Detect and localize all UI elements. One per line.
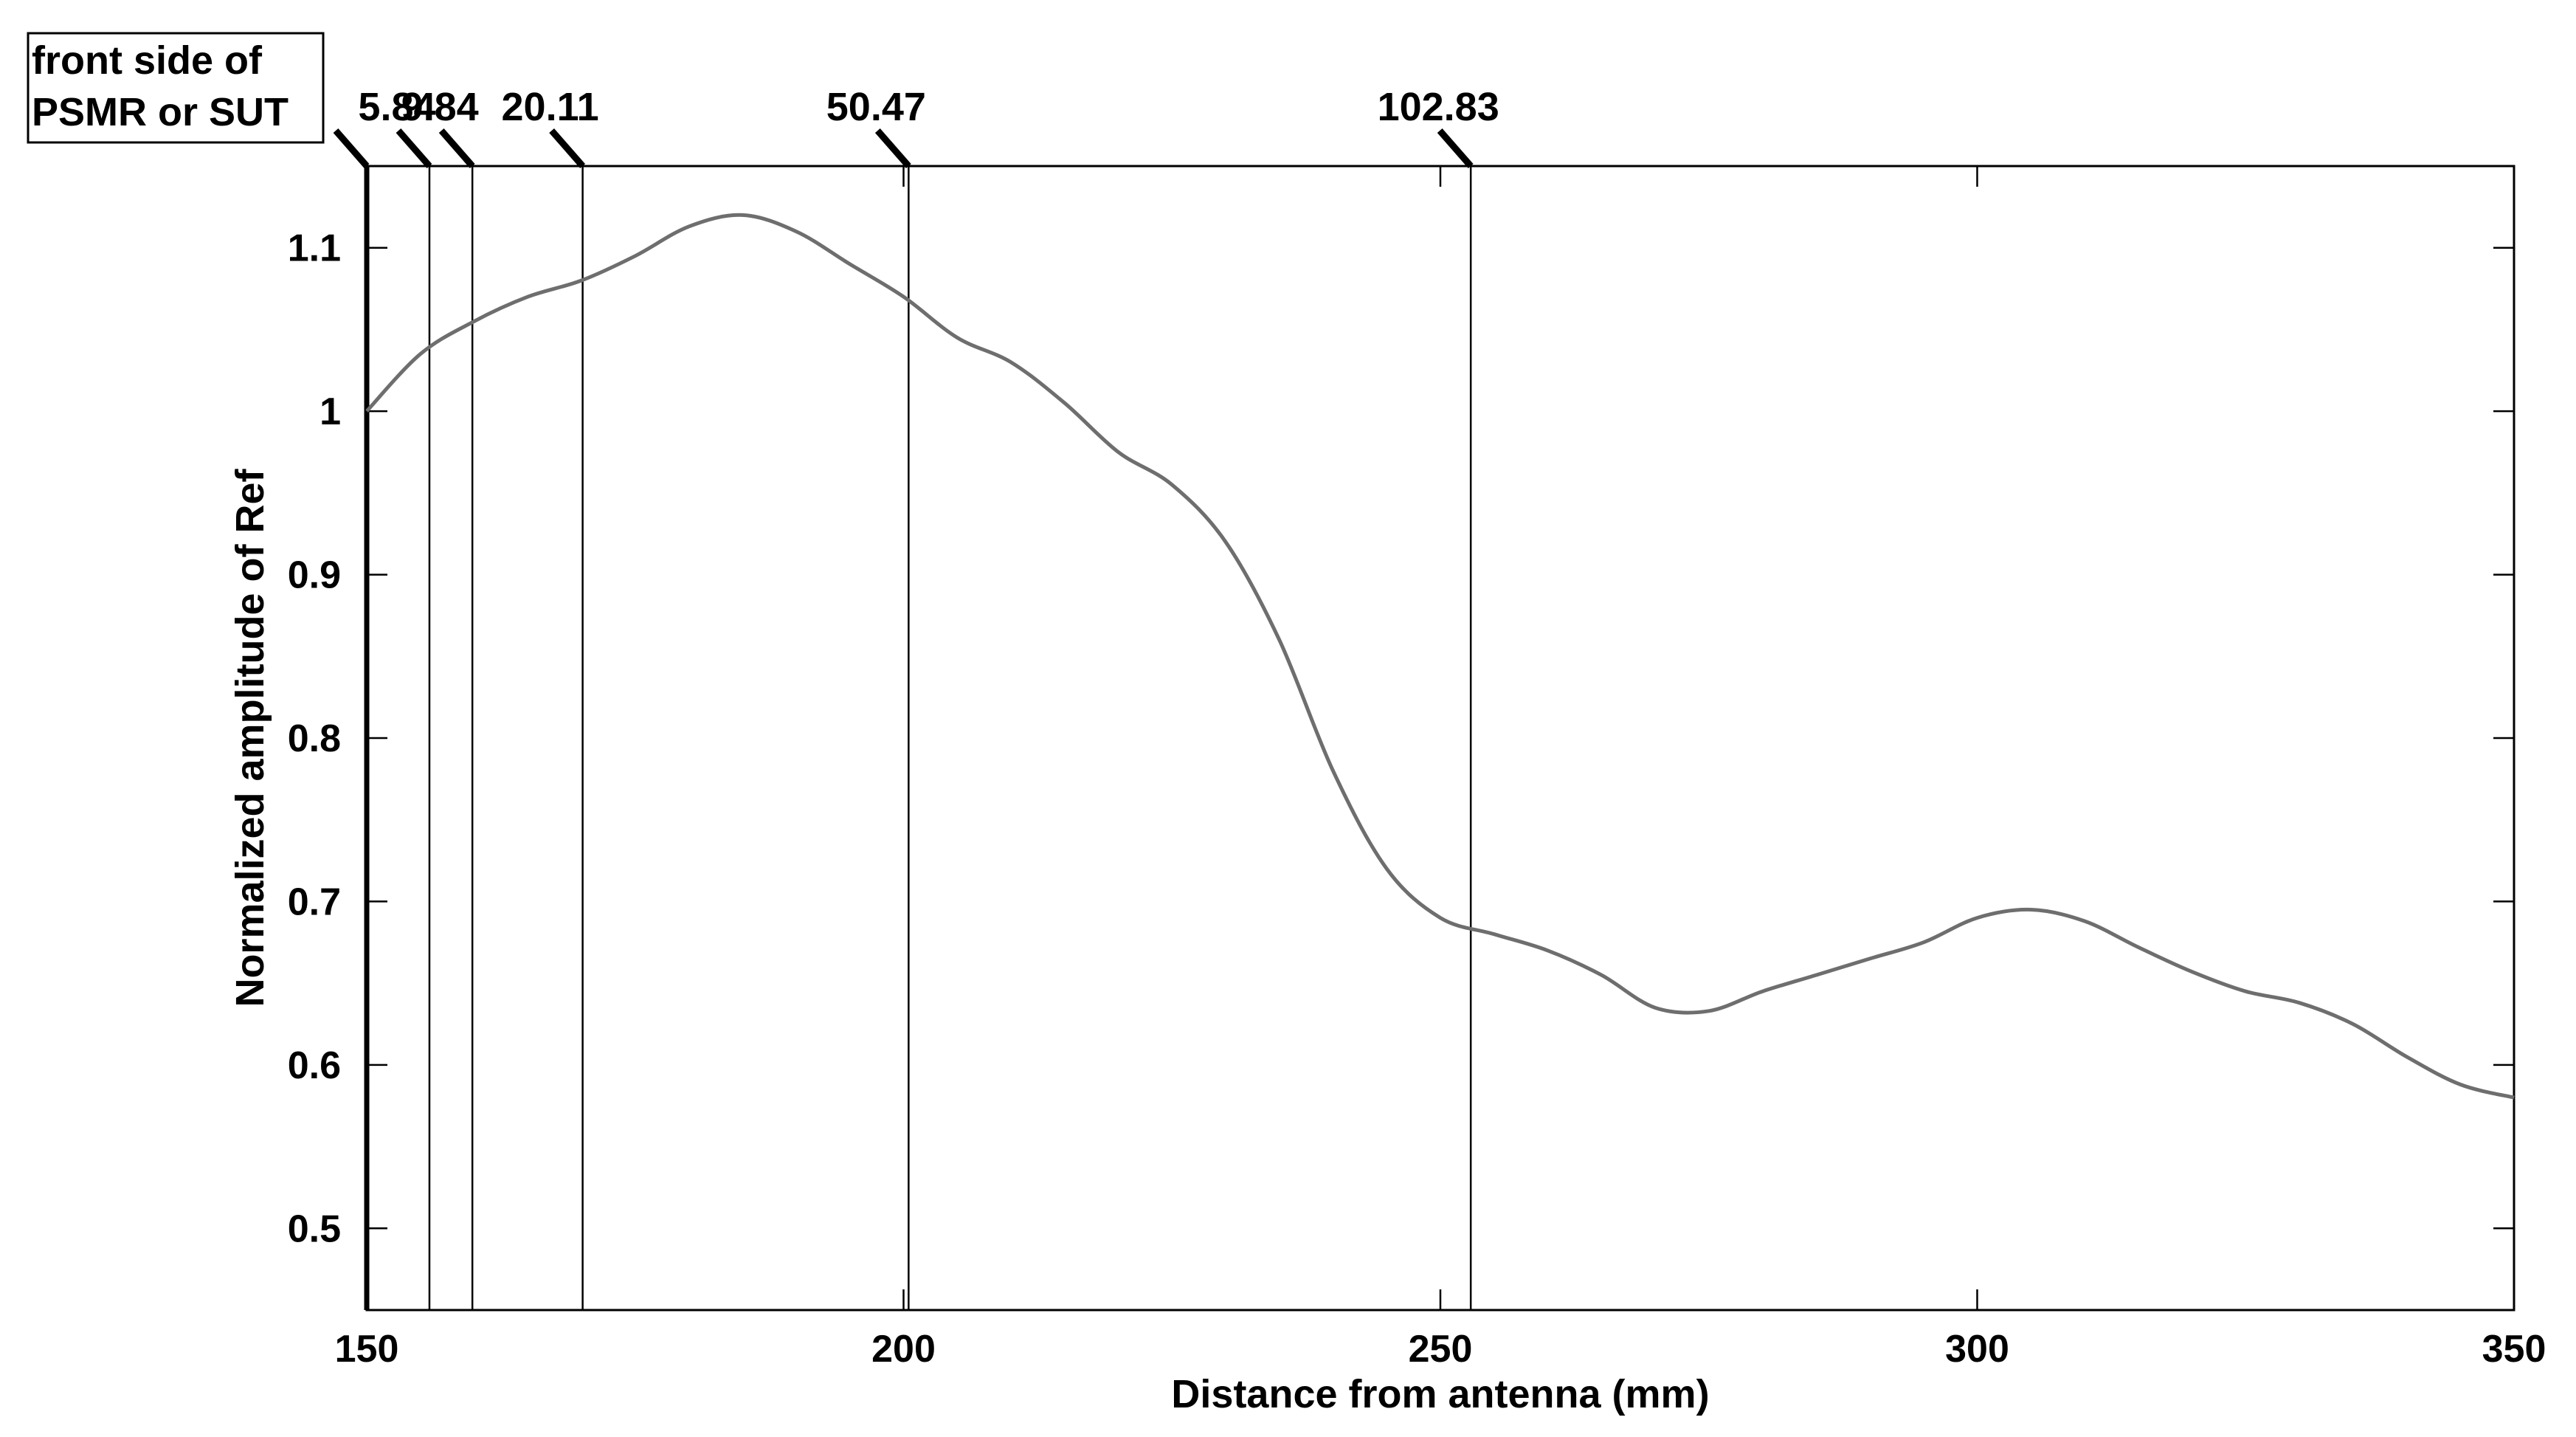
x-tick-label: 250	[1409, 1328, 1473, 1371]
x-tick-label: 150	[335, 1328, 399, 1371]
marker-label: 20.11	[502, 85, 599, 129]
x-tick-label: 200	[871, 1328, 936, 1371]
axis-ticks	[365, 166, 2515, 1310]
y-tick-label: 1	[320, 390, 341, 433]
y-tick-label: 0.9	[288, 554, 341, 597]
y-tick-label: 1.1	[288, 227, 341, 270]
y-axis-title: Normalized amplitude of Ref	[228, 468, 272, 1007]
plot-frame	[365, 165, 2515, 1312]
legend-line-1: front side of	[32, 38, 263, 83]
x-tick-label: 300	[1945, 1328, 2009, 1371]
y-tick-label: 0.8	[288, 717, 341, 760]
tick-labels: 150 200 250 300 350 0.5 0.6 0.7 0.8 0.9 1 1.1	[288, 227, 2546, 1371]
y-tick-label: 0.5	[288, 1207, 341, 1250]
marker-lines: 5.849.84 20.11 50.47 102.83	[333, 85, 1499, 1310]
marker-label: 50.47	[826, 85, 926, 129]
y-tick-label: 0.6	[288, 1044, 341, 1087]
marker-label: 9.84	[401, 85, 479, 129]
x-tick-label: 350	[2482, 1328, 2546, 1371]
marker-pointer	[874, 128, 911, 168]
marker-label: 102.83	[1378, 85, 1499, 129]
marker-pointer	[1437, 128, 1474, 168]
marker-pointer	[549, 128, 585, 168]
legend-box: front side of PSMR or SUT	[27, 32, 325, 144]
legend-box-frame	[27, 32, 325, 144]
marker-pointer	[333, 128, 370, 168]
series-line	[365, 213, 2515, 1100]
marker-pointer	[396, 128, 432, 168]
marker-label: 5.84	[358, 85, 435, 129]
legend-line-2: PSMR or SUT	[32, 90, 289, 134]
y-tick-label: 0.7	[288, 881, 341, 923]
marker-pointer	[438, 128, 475, 168]
series-layer	[365, 213, 2515, 1100]
x-axis-title: Distance from antenna (mm)	[1171, 1372, 1709, 1416]
